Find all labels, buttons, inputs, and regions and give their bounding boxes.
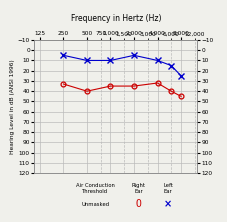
Text: O: O: [136, 199, 141, 209]
Text: ×: ×: [164, 199, 172, 210]
Text: Left
Ear: Left Ear: [163, 183, 173, 194]
Text: Air Conduction
Threshold: Air Conduction Threshold: [76, 183, 115, 194]
Title: Frequency in Hertz (Hz): Frequency in Hertz (Hz): [71, 14, 161, 22]
Text: Right
Ear: Right Ear: [131, 183, 146, 194]
Y-axis label: Hearing Level in dB (ANSI 1996): Hearing Level in dB (ANSI 1996): [10, 59, 15, 154]
Text: Unmasked: Unmasked: [81, 202, 109, 207]
